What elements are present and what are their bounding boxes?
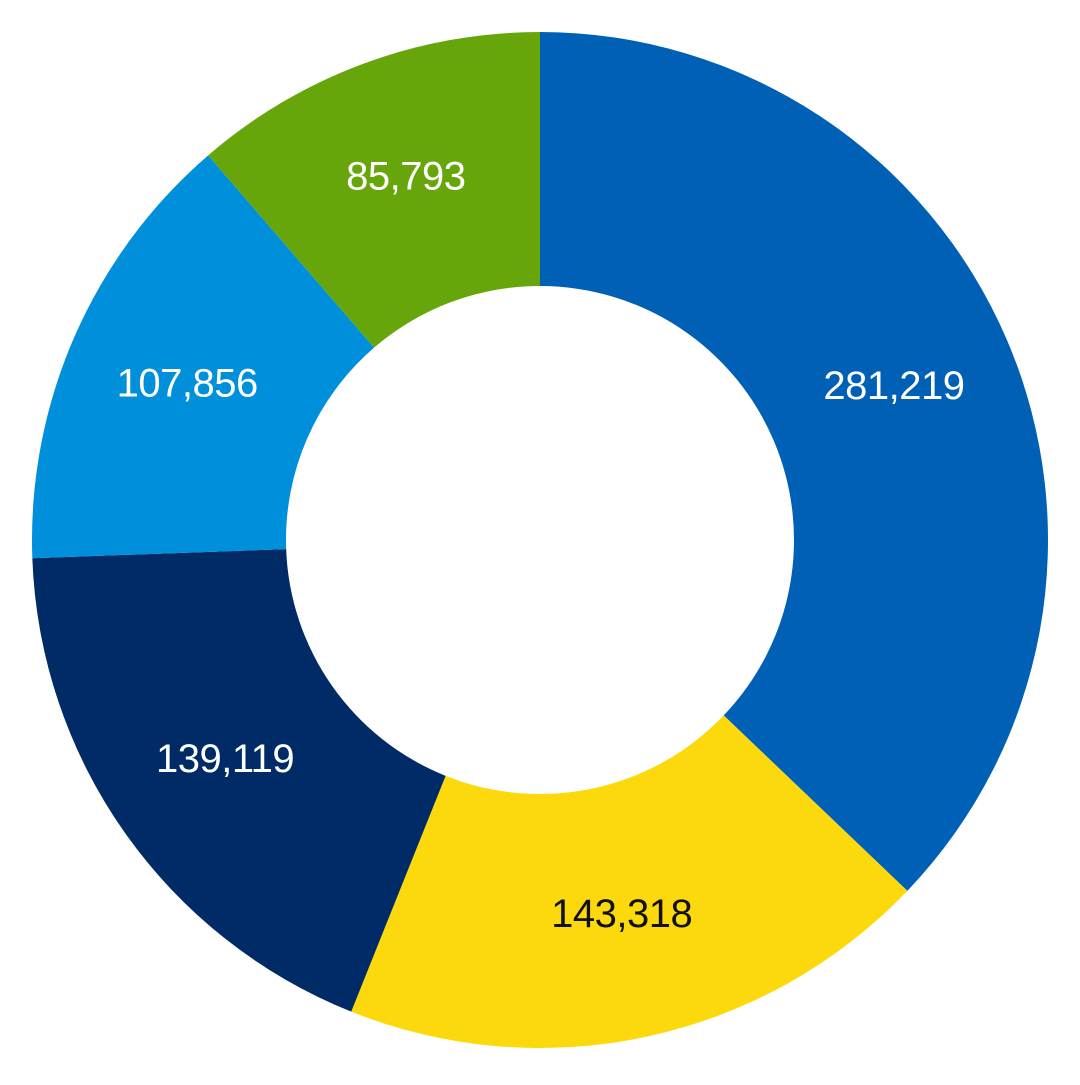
slice-value-label-0: 281,219 <box>823 364 964 408</box>
slices-layer <box>31 32 1048 1048</box>
donut-slice-2 <box>32 549 446 1012</box>
slice-value-label-4: 85,793 <box>346 155 465 199</box>
donut-slice-4 <box>208 32 540 348</box>
slice-value-label-3: 107,856 <box>117 362 258 406</box>
donut-slice-3 <box>31 155 375 559</box>
donut-slice-0 <box>540 32 1048 891</box>
donut-slice-1 <box>351 715 908 1048</box>
labels-layer: 281,219 143,318 139,119 107,856 85,793 <box>117 155 965 936</box>
slice-value-label-1: 143,318 <box>551 892 692 936</box>
slice-value-label-2: 139,119 <box>156 737 294 781</box>
